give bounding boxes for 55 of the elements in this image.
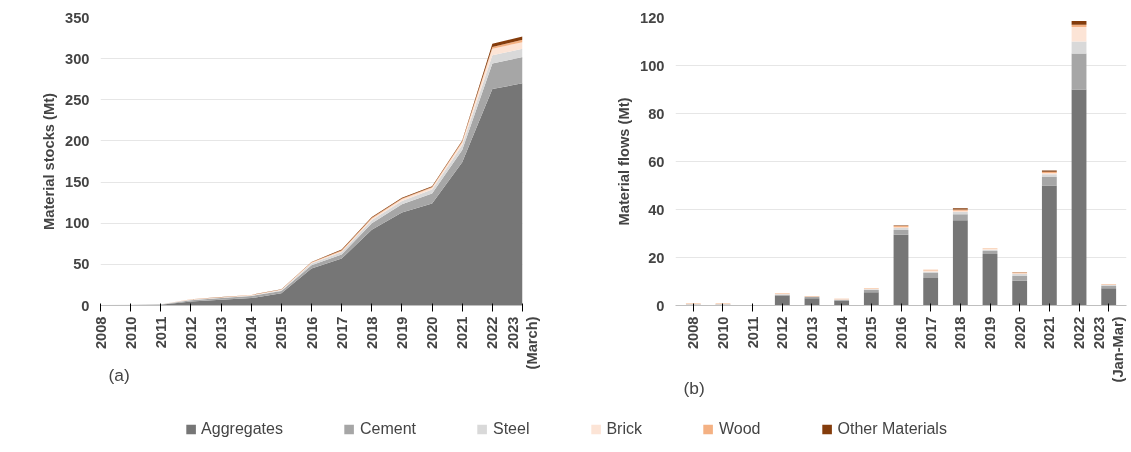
x-tick-label: 2016: [893, 316, 909, 350]
x-tick-label: 2010: [122, 316, 139, 350]
x-tick-label: 2020: [424, 316, 441, 350]
x-tick-label: 2023 (Jan-Mar): [1091, 316, 1127, 383]
x-tick-label: 2014: [243, 315, 260, 350]
y-tick-label: 350: [65, 9, 90, 26]
x-tick-label: 2023 (March): [504, 316, 541, 370]
x-tick-label: 2010: [714, 316, 731, 350]
legend-label: Brick: [606, 419, 643, 438]
x-tick-label: 2008: [685, 316, 702, 350]
x-tick-label: 2016: [303, 316, 320, 350]
legend-label: Other Materials: [837, 419, 947, 438]
x-tick-label: 2022: [484, 316, 501, 350]
x-tick-label: 2021: [1041, 316, 1058, 350]
y-tick-label: 100: [640, 57, 665, 74]
x-tick-label: 2013: [803, 316, 820, 350]
x-tick-label: 2019: [393, 316, 410, 350]
y-tick-label: 0: [81, 297, 90, 314]
x-tick-label: 2013: [213, 316, 230, 350]
x-tick-label: 2018: [952, 316, 969, 350]
y-tick-label: 300: [65, 50, 90, 67]
y-axis-title: Material stocks (Mt): [41, 92, 58, 230]
x-tick-label: 2011: [152, 316, 169, 349]
x-tick-label: 2015: [863, 316, 880, 350]
text: (b): [683, 377, 705, 398]
y-tick-label: 80: [648, 105, 665, 122]
text: (a): [108, 364, 130, 385]
y-tick-label: 0: [656, 297, 665, 314]
y-tick-label: 120: [640, 9, 665, 26]
x-tick-label: 2014: [833, 315, 850, 350]
legend-label: Steel: [492, 419, 530, 438]
y-tick-label: 60: [648, 153, 665, 170]
y-axis-title: Material flows (Mt): [616, 97, 633, 226]
x-tick-label: 2008: [92, 316, 109, 350]
x-tick-label: 2019: [982, 316, 999, 350]
x-tick-label: 2011: [744, 316, 761, 349]
y-tick-label: 50: [73, 256, 90, 273]
x-tick-label: 2015: [273, 316, 290, 350]
x-tick-label: 2018: [363, 316, 380, 350]
y-tick-label: 20: [648, 249, 665, 266]
x-tick-label: 2021: [454, 316, 471, 350]
y-tick-label: 200: [65, 132, 90, 149]
y-tick-label: 250: [65, 91, 90, 108]
y-tick-label: 40: [648, 201, 665, 218]
x-tick-label: 2020: [1011, 316, 1028, 350]
legend-label: Wood: [719, 419, 761, 438]
x-tick-label: 2017: [922, 316, 939, 350]
x-tick-label: 2017: [333, 316, 350, 350]
x-tick-label: 2012: [182, 316, 199, 350]
y-tick-label: 150: [65, 174, 90, 191]
legend-label: Cement: [359, 419, 416, 438]
legend-label: Aggregates: [201, 419, 283, 438]
y-tick-label: 100: [65, 215, 90, 232]
x-tick-label: 2022: [1071, 316, 1088, 350]
x-tick-label: 2012: [774, 316, 791, 350]
